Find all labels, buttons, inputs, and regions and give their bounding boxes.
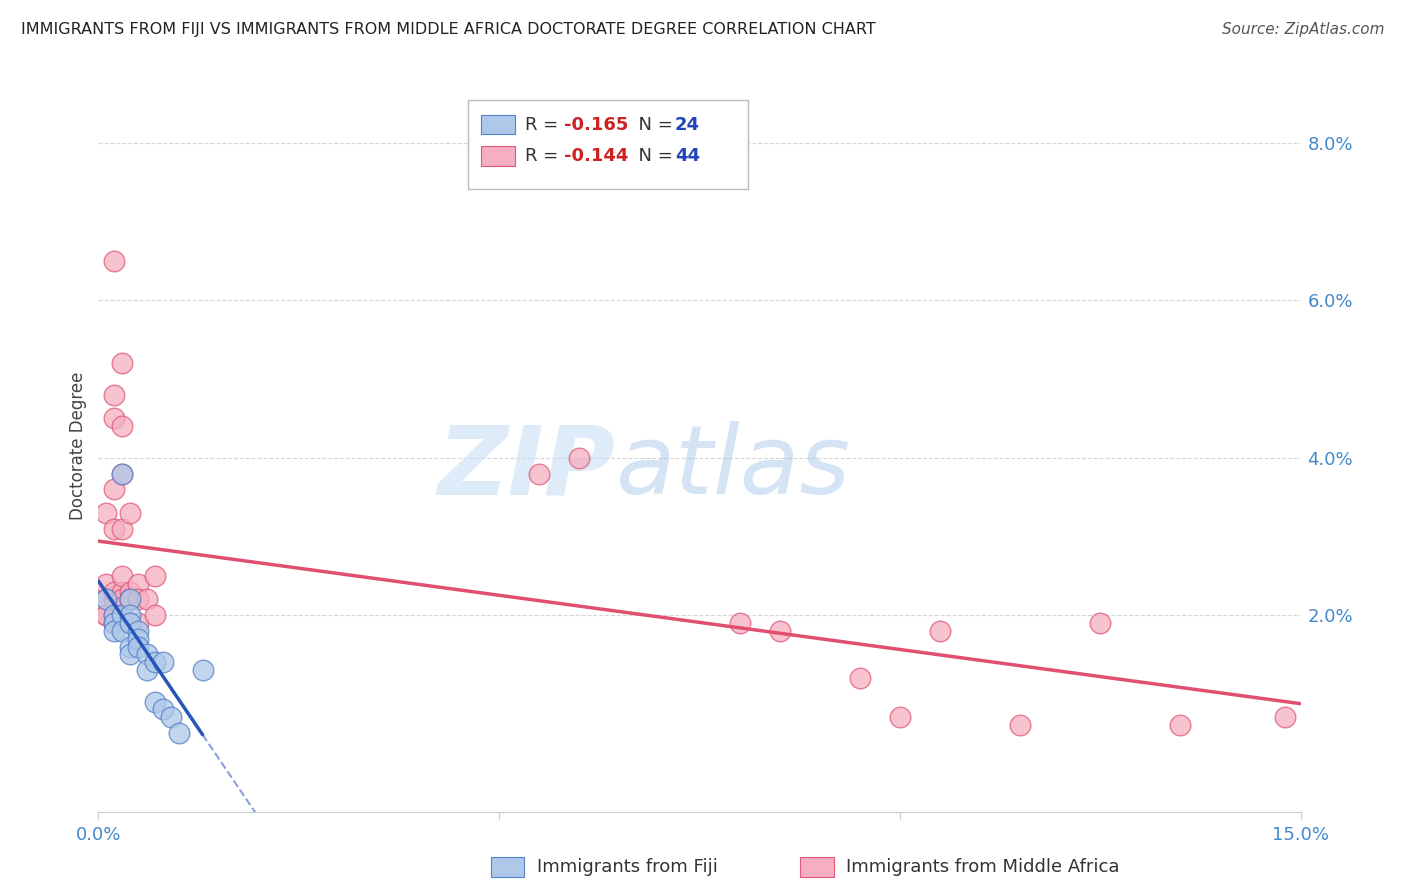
Point [167, 726, 190, 740]
Point [128, 624, 150, 638]
Point [120, 648, 142, 662]
Point [103, 482, 125, 496]
Point [152, 702, 174, 716]
Point [111, 467, 134, 481]
Text: 24: 24 [675, 116, 700, 134]
Point [120, 592, 142, 607]
Point [96, 592, 118, 607]
Point [120, 592, 142, 607]
Point [120, 592, 142, 607]
Text: N =: N = [627, 116, 679, 134]
Point [529, 467, 551, 481]
Point [103, 522, 125, 536]
Text: R =: R = [524, 116, 564, 134]
Point [120, 615, 142, 630]
Point [103, 592, 125, 607]
Text: ZIP: ZIP [437, 421, 616, 515]
Text: 44: 44 [675, 147, 700, 165]
Text: atlas: atlas [616, 421, 851, 515]
Point [128, 632, 150, 646]
Point [728, 615, 751, 630]
Y-axis label: Doctorate Degree: Doctorate Degree [69, 372, 87, 520]
Point [96, 506, 118, 520]
Point [768, 624, 790, 638]
Point [111, 600, 134, 615]
Point [135, 648, 157, 662]
Point [128, 576, 150, 591]
Point [120, 592, 142, 607]
Text: -0.165: -0.165 [564, 116, 628, 134]
Point [111, 624, 134, 638]
Point [111, 584, 134, 599]
Point [111, 592, 134, 607]
Point [120, 584, 142, 599]
Point [849, 671, 872, 685]
Point [120, 640, 142, 654]
Point [568, 450, 591, 465]
Point [96, 608, 118, 623]
Point [111, 568, 134, 582]
Point [96, 576, 118, 591]
Point [128, 615, 150, 630]
Point [929, 624, 952, 638]
Point [143, 695, 166, 709]
Point [111, 522, 134, 536]
Point [1170, 718, 1192, 732]
Text: Source: ZipAtlas.com: Source: ZipAtlas.com [1222, 22, 1385, 37]
Point [111, 608, 134, 623]
Point [191, 663, 214, 677]
Text: Immigrants from Middle Africa: Immigrants from Middle Africa [846, 858, 1121, 876]
Point [143, 608, 166, 623]
Point [111, 356, 134, 370]
Text: N =: N = [627, 147, 679, 165]
Point [103, 615, 125, 630]
Point [128, 640, 150, 654]
Point [120, 506, 142, 520]
Point [96, 592, 118, 607]
Point [103, 608, 125, 623]
Point [96, 608, 118, 623]
Text: Immigrants from Fiji: Immigrants from Fiji [537, 858, 718, 876]
Point [143, 568, 166, 582]
Point [135, 592, 157, 607]
Point [152, 655, 174, 669]
Point [103, 254, 125, 268]
Text: IMMIGRANTS FROM FIJI VS IMMIGRANTS FROM MIDDLE AFRICA DOCTORATE DEGREE CORRELATI: IMMIGRANTS FROM FIJI VS IMMIGRANTS FROM … [21, 22, 876, 37]
Point [103, 584, 125, 599]
Text: R =: R = [524, 147, 564, 165]
Point [143, 655, 166, 669]
Point [889, 710, 911, 724]
Point [1088, 615, 1111, 630]
Point [103, 388, 125, 402]
Point [128, 592, 150, 607]
Point [120, 608, 142, 623]
Point [1274, 710, 1296, 724]
Point [111, 419, 134, 434]
Point [103, 615, 125, 630]
Point [159, 710, 181, 724]
Point [111, 467, 134, 481]
Point [103, 608, 125, 623]
Point [103, 624, 125, 638]
Point [103, 411, 125, 425]
Point [1010, 718, 1032, 732]
Point [135, 663, 157, 677]
Text: -0.144: -0.144 [564, 147, 628, 165]
